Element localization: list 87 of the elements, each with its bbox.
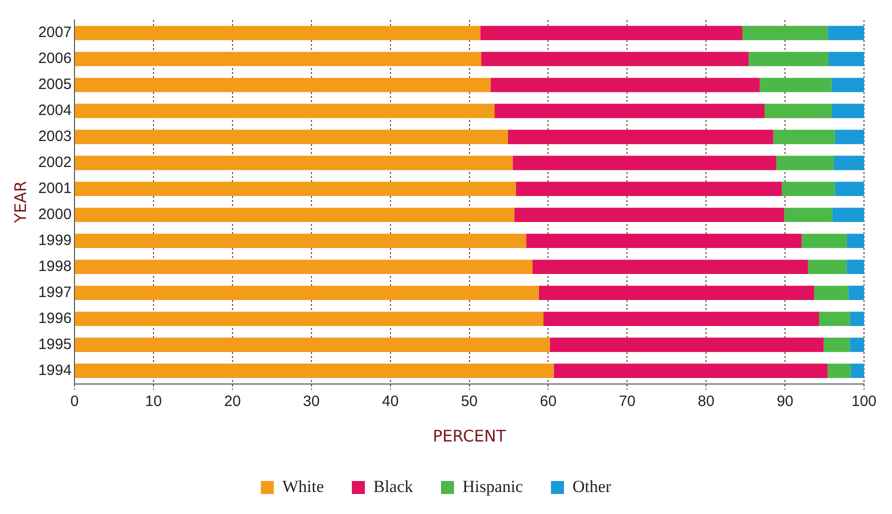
bar [828, 364, 851, 378]
x-tick-label: 70 [618, 392, 636, 410]
bar [75, 312, 544, 326]
y-tick-label: 1997 [38, 284, 72, 301]
bar [75, 208, 514, 222]
bar [832, 104, 864, 118]
bar [850, 312, 864, 326]
x-tick-label: 30 [303, 392, 320, 410]
x-tick-label: 10 [145, 392, 162, 410]
bar [532, 260, 808, 274]
x-tick-label: 0 [70, 392, 79, 410]
bar [480, 26, 742, 40]
bar [508, 130, 774, 144]
x-tick-label: 50 [460, 392, 478, 410]
y-tick-label: 1998 [38, 258, 72, 276]
bar [834, 130, 864, 144]
bar [846, 234, 864, 248]
bar [784, 208, 832, 222]
bar [748, 52, 828, 66]
bar [75, 364, 554, 378]
bar [75, 52, 482, 66]
bar [832, 78, 864, 92]
y-tick-label: 1994 [38, 362, 72, 379]
bar [75, 156, 513, 170]
y-tick-label: 2006 [38, 50, 72, 68]
bar [516, 182, 782, 196]
y-axis-title: YEAR [10, 180, 30, 224]
x-tick-label: 40 [382, 392, 399, 410]
bar [832, 208, 864, 222]
bar [75, 260, 532, 274]
bar [75, 182, 516, 196]
bar [481, 52, 749, 66]
bar [846, 260, 864, 274]
y-tick-label: 2004 [38, 102, 72, 120]
legend-label: Black [373, 476, 414, 496]
bar [512, 156, 776, 170]
bar [764, 104, 832, 118]
y-tick-label: 2005 [38, 76, 72, 94]
bar [848, 286, 864, 300]
bar [808, 260, 847, 274]
y-tick-label: 2001 [38, 180, 72, 198]
bar [514, 208, 784, 222]
y-tick-label: 2000 [38, 206, 72, 224]
bar [742, 26, 828, 40]
y-tick-label: 2007 [38, 24, 72, 42]
y-tick-label: 1996 [38, 310, 72, 327]
x-axis-title: PERCENT [432, 426, 506, 446]
legend-label: Hispanic [462, 476, 524, 496]
bar [538, 286, 814, 300]
y-tick-label: 1995 [38, 336, 72, 353]
bar [834, 156, 864, 170]
bar [760, 78, 832, 92]
bar [550, 338, 824, 352]
bar [75, 286, 539, 300]
y-tick-label: 2002 [38, 154, 72, 172]
y-tick-label: 1999 [38, 232, 72, 250]
bar [490, 78, 760, 92]
bar [75, 338, 550, 352]
bar [828, 52, 864, 66]
bar [526, 234, 802, 248]
bar [773, 130, 835, 144]
bar [828, 26, 864, 40]
bar [776, 156, 834, 170]
bar [834, 182, 864, 196]
bar [75, 104, 495, 118]
bar [819, 312, 850, 326]
bar [824, 338, 850, 352]
bar [850, 338, 864, 352]
bar [850, 364, 864, 378]
legend-label: Other [572, 476, 612, 496]
x-tick-label: 20 [224, 392, 241, 410]
bar [75, 78, 491, 92]
bar [782, 182, 835, 196]
x-tick-label: 90 [776, 392, 794, 410]
bar [802, 234, 847, 248]
x-tick-label: 60 [540, 392, 557, 410]
legend-label: White [282, 476, 324, 496]
bar [814, 286, 848, 300]
bar [543, 312, 820, 326]
bar [554, 364, 828, 378]
bar [494, 104, 765, 118]
x-tick-label: 100 [851, 392, 877, 410]
bar [75, 130, 508, 144]
bar [75, 234, 526, 248]
x-tick-label: 80 [698, 392, 714, 410]
bar [75, 26, 480, 40]
y-tick-label: 2003 [38, 128, 72, 146]
